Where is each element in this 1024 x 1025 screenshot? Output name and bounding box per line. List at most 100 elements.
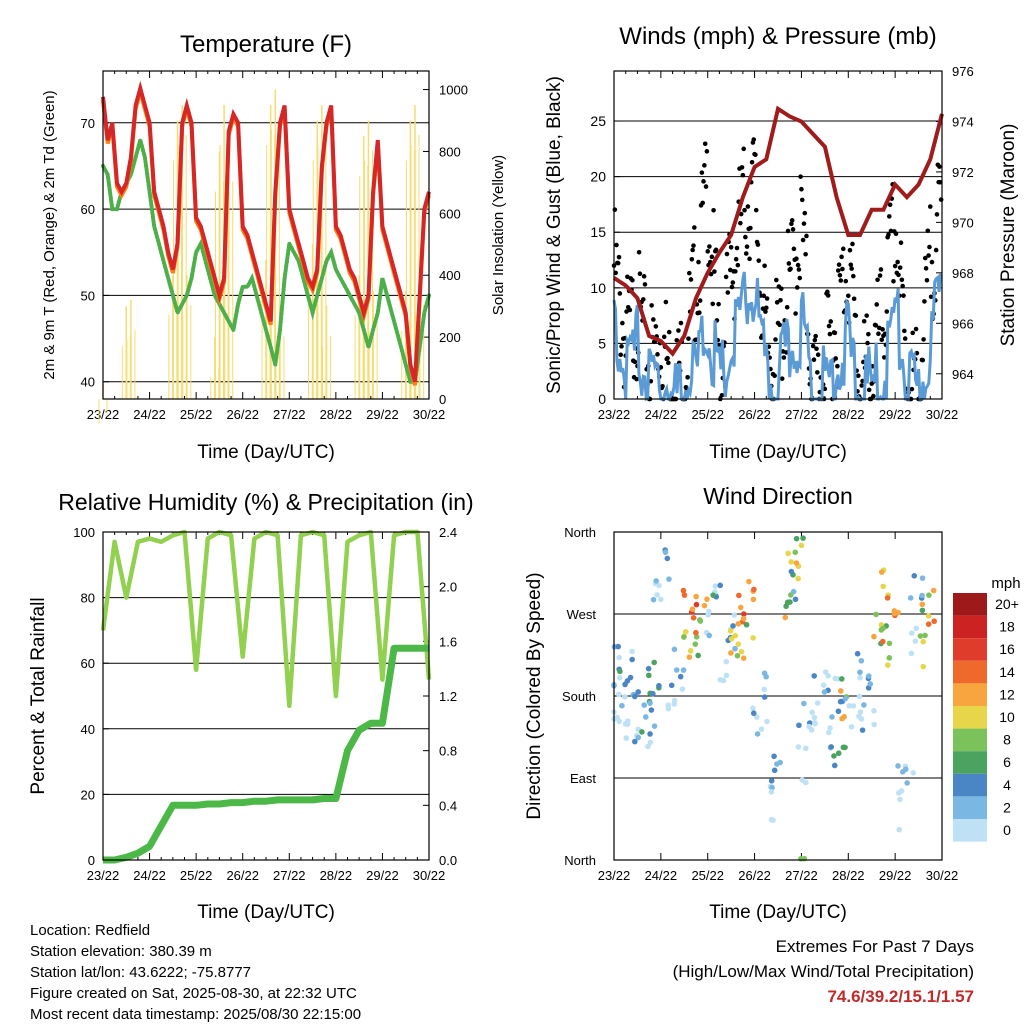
direction-point — [764, 718, 770, 725]
gust-point — [612, 207, 618, 212]
direction-point — [920, 638, 927, 645]
direction-point — [673, 667, 680, 673]
direction-point — [692, 641, 699, 647]
direction-point — [850, 703, 857, 709]
colorbar-swatch — [953, 593, 987, 616]
direction-point — [902, 766, 909, 773]
gust-point — [696, 259, 701, 265]
y-tick-label: 100 — [73, 525, 95, 540]
gust-point — [620, 320, 625, 326]
gust-point — [637, 271, 643, 277]
direction-point — [704, 596, 710, 602]
gust-point — [812, 337, 818, 343]
y2-tick-label: 2.4 — [439, 525, 457, 540]
gust-point — [640, 297, 646, 302]
y-tick-label: 20 — [590, 169, 606, 185]
gust-point — [801, 221, 807, 226]
gust-point — [713, 247, 719, 253]
direction-point — [717, 582, 724, 589]
gust-point — [895, 259, 900, 265]
gust-point — [887, 202, 893, 208]
x-tick-label: 28/22 — [320, 868, 353, 883]
direction-point — [926, 592, 932, 598]
gust-point — [738, 220, 743, 226]
colorbar-swatch — [953, 751, 987, 774]
direction-point — [664, 555, 671, 562]
y2-tick-label: 964 — [952, 367, 974, 382]
direction-point — [838, 676, 845, 682]
direction-point — [746, 578, 752, 585]
y2-tick-label: 0.8 — [439, 744, 457, 759]
gust-point — [774, 300, 780, 305]
colorbar-swatch — [953, 796, 987, 819]
direction-point — [822, 669, 829, 675]
direction-point — [909, 630, 915, 636]
direction-point — [919, 592, 925, 599]
direction-point — [737, 604, 744, 611]
direction-point — [687, 648, 694, 654]
x-tick-label: 23/22 — [87, 868, 120, 883]
gust-point — [815, 352, 821, 358]
gust-point — [733, 269, 738, 274]
direction-point — [827, 725, 833, 731]
gust-point — [785, 228, 791, 234]
gust-point — [660, 384, 665, 389]
y-tick-label: 0 — [598, 391, 606, 407]
gust-point — [777, 322, 782, 328]
direction-point — [671, 701, 678, 707]
figure-created: Figure created on Sat, 2025-08-30, at 22… — [30, 985, 357, 1002]
gust-point — [753, 207, 759, 213]
gust-point — [741, 146, 746, 152]
direction-point — [790, 588, 797, 595]
gust-point — [649, 303, 654, 308]
gust-point — [871, 393, 876, 399]
direction-point — [885, 662, 891, 668]
gust-point — [848, 262, 854, 268]
colorbar-label: 10 — [999, 709, 1015, 725]
direction-point — [785, 550, 791, 557]
gust-point — [899, 277, 905, 283]
gust-point — [636, 249, 642, 255]
direction-point — [792, 596, 799, 603]
gust-point — [880, 327, 885, 332]
direction-point — [686, 654, 693, 660]
plot-frame — [102, 70, 430, 400]
direction-point — [653, 578, 659, 584]
gust-point — [791, 246, 797, 252]
x-tick-label: 25/22 — [180, 407, 213, 422]
direction-point — [761, 694, 768, 700]
gust-point — [716, 301, 721, 307]
gust-point — [891, 279, 896, 284]
direction-point — [750, 705, 756, 712]
gust-point — [756, 258, 762, 263]
winds-panel: Winds (mph) & Pressure (mb) Sonic/Prop W… — [544, 23, 1019, 463]
direction-point — [793, 535, 800, 542]
direction-point — [886, 655, 893, 661]
gust-point — [864, 313, 869, 318]
humidity-ylabel: Percent & Total Rainfall — [28, 597, 49, 794]
station-latlon: Station lat/lon: 43.6222; -75.8777 — [30, 964, 252, 981]
gust-point — [937, 164, 942, 169]
gust-point — [744, 244, 750, 249]
direction-point — [931, 618, 937, 625]
y2-tick-label: 966 — [952, 316, 974, 331]
direction-point — [706, 608, 712, 615]
direction-point — [614, 714, 621, 721]
gust-point — [927, 244, 932, 250]
direction-point — [821, 689, 828, 695]
gust-point — [866, 331, 871, 337]
direction-point — [770, 817, 776, 823]
direction-point — [732, 645, 738, 652]
colorbar-title: mph — [991, 575, 1020, 592]
temperature-panel: Temperature (F) 2m & 9m T (Red, Orange) … — [41, 31, 507, 463]
gust-point — [840, 266, 845, 272]
gust-point — [859, 383, 864, 388]
direction-point — [895, 763, 901, 769]
gust-point — [642, 282, 648, 287]
direction-point — [647, 700, 653, 706]
direction-point — [884, 595, 891, 601]
gust-point — [733, 256, 739, 262]
x-tick-label: 24/22 — [133, 407, 166, 422]
gust-point — [861, 318, 867, 324]
gust-point — [793, 311, 798, 316]
